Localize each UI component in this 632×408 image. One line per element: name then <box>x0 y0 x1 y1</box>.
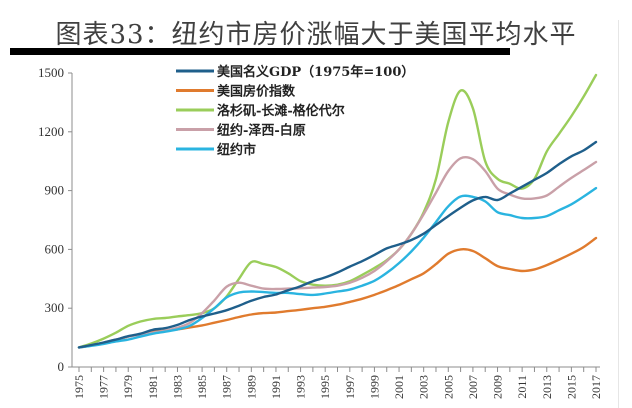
x-tick-label: 1979 <box>121 375 135 399</box>
legend-label-4: 纽约市 <box>217 142 256 158</box>
x-tick-label: 1999 <box>367 375 381 399</box>
y-tick-label: 1200 <box>38 124 64 139</box>
x-tick-label: 1989 <box>244 375 258 399</box>
x-tick-label: 1987 <box>220 375 234 399</box>
y-tick-label: 1500 <box>38 65 64 80</box>
y-tick-label: 600 <box>45 241 65 256</box>
x-tick-label: 2003 <box>417 375 431 399</box>
x-tick-label: 1991 <box>269 375 283 399</box>
legend-label-0: 美国名义GDP（1975年=100） <box>217 64 414 80</box>
frame-border <box>618 20 619 408</box>
series-line-0 <box>77 140 598 349</box>
x-tick-label: 2007 <box>466 375 480 399</box>
x-tick-label: 1977 <box>97 375 111 399</box>
x-tick-label: 2015 <box>564 375 578 399</box>
x-tick-label: 2009 <box>491 375 505 399</box>
legend-label-3: 纽约-泽西-白原 <box>217 123 306 139</box>
x-tick-label: 2005 <box>441 375 455 399</box>
y-tick-label: 900 <box>45 183 65 198</box>
y-tick-label: 0 <box>58 359 65 374</box>
legend-label-2: 洛杉矶-长滩-格伦代尔 <box>217 103 345 119</box>
x-tick-label: 1983 <box>170 375 184 399</box>
x-tick-label: 1997 <box>343 375 357 399</box>
legend: 美国名义GDP（1975年=100） 美国房价指数洛杉矶-长滩-格伦代尔纽约-泽西… <box>176 64 414 158</box>
series-lines <box>77 73 598 349</box>
series-line-4 <box>77 186 598 349</box>
x-tick-label: 2011 <box>515 375 529 399</box>
x-tick-label: 1995 <box>318 375 332 399</box>
x-tick-label: 1975 <box>72 375 86 399</box>
title-underline <box>10 48 510 55</box>
x-tick-label: 1981 <box>146 375 160 399</box>
x-tick-label: 1993 <box>294 375 308 399</box>
chart-title: 图表33：纽约市房价涨幅大于美国平均水平 <box>55 20 577 50</box>
x-tick-label: 2001 <box>392 375 406 399</box>
x-tick-label: 2017 <box>589 375 603 399</box>
legend-label-1: 美国房价指数 <box>217 84 296 100</box>
axes: 0 300 600 900 1200 1500 1975 1977 1979 1981 1983 19… <box>38 65 603 399</box>
x-tick-label: 1985 <box>195 375 209 399</box>
y-tick-label: 300 <box>45 300 65 315</box>
x-tick-label: 2013 <box>540 375 554 399</box>
